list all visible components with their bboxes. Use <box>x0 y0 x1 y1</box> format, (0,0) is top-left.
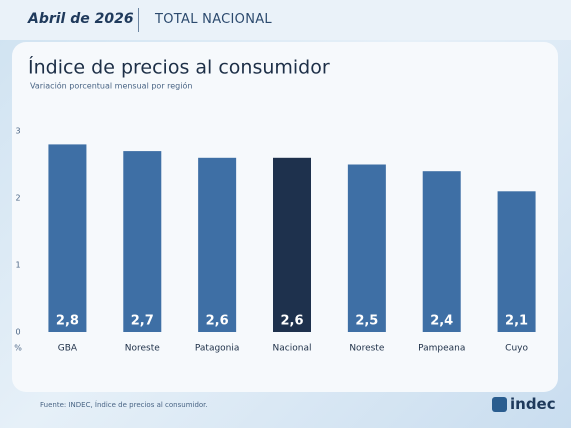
value-label: 2,1 <box>505 314 528 329</box>
x-tick-label: Nacional <box>273 344 312 354</box>
date: Abril de 2026 <box>28 11 134 27</box>
value-label: 2,6 <box>206 314 229 329</box>
source: Fuente: INDEC, Índice de precios al cons… <box>40 401 208 409</box>
x-tick-label: Pampeana <box>418 344 465 354</box>
value-label: 2,6 <box>280 314 303 329</box>
chart-title: Índice de precios al consumidor <box>28 56 330 79</box>
bar <box>48 144 87 332</box>
logo-icon <box>492 396 507 412</box>
value-label: 2,4 <box>430 314 453 329</box>
scope: TOTAL NACIONAL <box>155 12 272 27</box>
logo: indec <box>492 395 556 413</box>
y-axis-label: % <box>14 344 22 353</box>
y-tick-label: 0 <box>15 328 20 337</box>
top-bar: Abril de 2026 TOTAL NACIONAL <box>0 0 571 40</box>
separator <box>138 8 139 32</box>
bar <box>422 171 461 332</box>
value-label: 2,7 <box>131 314 154 329</box>
chart-subtitle: Variación porcentual mensual por región <box>30 81 192 91</box>
bar <box>497 191 536 332</box>
x-tick-label: GBA <box>58 344 78 354</box>
x-tick-label: Noreste <box>125 344 160 354</box>
value-label: 2,5 <box>355 314 378 329</box>
y-tick-label: 1 <box>15 261 20 270</box>
bar <box>123 151 162 332</box>
x-tick-label: Noreste <box>349 344 384 354</box>
value-label: 2,8 <box>56 314 79 329</box>
logo-text: indec <box>510 395 556 413</box>
bar <box>347 164 386 332</box>
bar <box>198 157 237 332</box>
y-tick-label: 2 <box>15 194 20 203</box>
x-tick-label: Cuyo <box>505 344 528 354</box>
x-tick-label: Patagonia <box>195 344 240 354</box>
bar <box>273 157 311 332</box>
y-tick-label: 3 <box>15 127 20 136</box>
